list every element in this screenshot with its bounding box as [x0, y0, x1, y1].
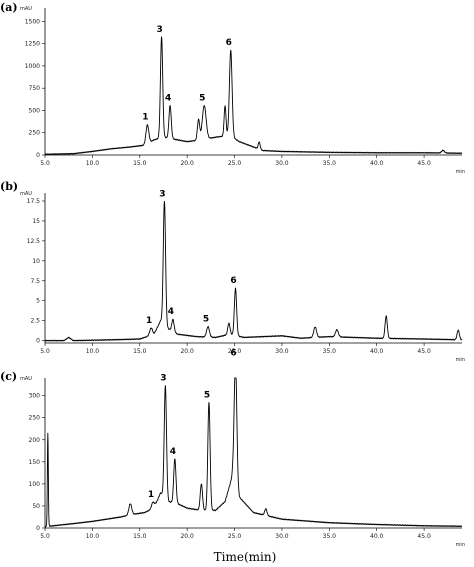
y-unit-label: mAU: [20, 191, 32, 197]
x-tick-label: 40.0: [370, 160, 384, 167]
x-tick-label: 5.0: [40, 160, 50, 167]
x-tick-label: 45.0: [417, 160, 431, 167]
panel-label: (b): [0, 180, 18, 193]
y-tick-label: 1250: [25, 41, 40, 48]
x-tick-label: 10.0: [86, 533, 100, 540]
x-tick-label: 10.0: [86, 160, 100, 167]
peak-label: 5: [203, 315, 209, 325]
x-tick-label: 25.0: [228, 160, 242, 167]
x-tick-label: 30.0: [275, 348, 289, 355]
y-tick-label: 15: [32, 218, 40, 225]
x-tick-label: 40.0: [370, 533, 384, 540]
y-tick-label: 50: [32, 503, 40, 510]
y-unit-label: mAU: [20, 6, 32, 12]
panel-label: (c): [0, 370, 17, 383]
peak-label: 1: [146, 316, 152, 326]
x-tick-label: 30.0: [275, 160, 289, 167]
x-tick-label: 35.0: [323, 348, 337, 355]
x-tick-label: 30.0: [275, 533, 289, 540]
x-tick-label: 35.0: [323, 533, 337, 540]
y-tick-label: 7.5: [30, 278, 40, 285]
y-tick-label: 0: [36, 152, 40, 159]
x-tick-label: 15.0: [133, 160, 147, 167]
peak-label: 4: [165, 94, 171, 104]
y-tick-label: 300: [29, 393, 41, 400]
peak-label: 4: [168, 307, 174, 317]
y-tick-label: 1500: [25, 18, 40, 25]
peak-label: 6: [230, 276, 236, 286]
y-tick-label: 5: [36, 298, 40, 305]
peak-label: 3: [160, 374, 166, 384]
y-tick-label: 17.5: [27, 198, 41, 205]
chromatogram-trace: [44, 200, 463, 342]
chromatogram-trace: [44, 36, 463, 156]
y-tick-label: 0: [36, 525, 40, 532]
peak-label: 1: [148, 490, 154, 500]
y-unit-label: mAU: [20, 376, 32, 382]
x-unit-label: min: [456, 169, 465, 175]
peak-label: 1: [142, 113, 148, 123]
y-tick-label: 500: [29, 107, 41, 114]
peak-label: 6: [230, 348, 236, 358]
x-tick-label: 5.0: [40, 348, 50, 355]
y-tick-label: 12.5: [27, 238, 41, 245]
chromatogram-trace: [44, 377, 463, 528]
x-tick-label: 25.0: [228, 348, 242, 355]
x-tick-label: 10.0: [86, 348, 100, 355]
x-axis-title: Time(min): [214, 550, 277, 564]
panel-label: (a): [0, 1, 18, 14]
y-tick-label: 750: [29, 85, 41, 92]
y-tick-label: 250: [29, 415, 41, 422]
peak-label: 4: [170, 447, 176, 457]
y-tick-label: 2.5: [30, 318, 40, 325]
x-tick-label: 45.0: [417, 533, 431, 540]
x-tick-label: 35.0: [323, 160, 337, 167]
y-tick-label: 1000: [25, 63, 40, 70]
x-tick-label: 20.0: [180, 348, 194, 355]
x-tick-label: 5.0: [40, 533, 50, 540]
y-tick-label: 150: [29, 459, 41, 466]
x-unit-label: min: [456, 357, 465, 363]
x-tick-label: 25.0: [228, 533, 242, 540]
peak-label: 5: [199, 94, 205, 104]
peak-label: 6: [226, 38, 232, 48]
peak-label: 3: [159, 189, 165, 199]
x-tick-label: 20.0: [180, 533, 194, 540]
x-tick-label: 45.0: [417, 348, 431, 355]
y-tick-label: 250: [29, 130, 41, 137]
peak-label: 3: [156, 25, 162, 35]
peak-label: 5: [204, 390, 210, 400]
y-tick-label: 0: [36, 338, 40, 345]
x-tick-label: 15.0: [133, 533, 147, 540]
x-tick-label: 40.0: [370, 348, 384, 355]
x-tick-label: 15.0: [133, 348, 147, 355]
y-tick-label: 10: [32, 258, 40, 265]
y-tick-label: 100: [29, 481, 41, 488]
x-tick-label: 20.0: [180, 160, 194, 167]
x-unit-label: min: [456, 542, 465, 548]
y-tick-label: 200: [29, 437, 41, 444]
